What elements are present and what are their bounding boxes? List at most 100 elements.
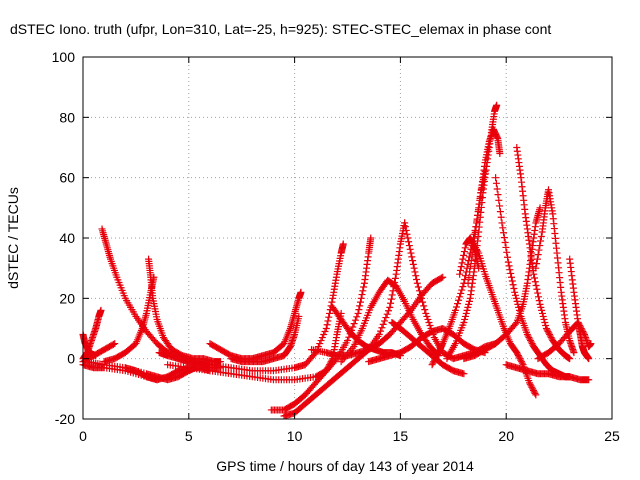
x-tick-label: 15	[393, 428, 409, 444]
data-point	[533, 255, 541, 263]
data-point	[587, 340, 595, 348]
data-point	[472, 223, 480, 231]
data-point	[574, 318, 582, 326]
data-point	[542, 325, 550, 332]
x-tick-label: 25	[604, 428, 620, 444]
data-point	[494, 191, 502, 199]
data-point	[527, 382, 535, 390]
data-point	[320, 331, 328, 339]
data-point	[575, 320, 583, 328]
data-point	[510, 285, 518, 293]
data-point	[459, 283, 467, 291]
data-point	[501, 239, 509, 247]
data-point	[503, 248, 511, 256]
data-point	[513, 297, 521, 305]
data-point	[511, 291, 519, 299]
data-point	[493, 185, 501, 193]
data-point	[456, 266, 464, 274]
data-point	[466, 262, 474, 270]
series-arc05	[98, 225, 214, 369]
data-point	[356, 298, 364, 306]
data-point	[377, 327, 385, 335]
data-point	[541, 318, 549, 326]
data-point	[423, 312, 431, 320]
data-point	[492, 174, 500, 182]
y-tick-label: 20	[59, 290, 75, 306]
data-point	[417, 291, 425, 299]
data-point	[474, 206, 482, 214]
data-point	[577, 325, 585, 332]
data-point	[413, 279, 421, 287]
data-point	[579, 328, 587, 336]
series-arc12	[227, 312, 303, 366]
data-point	[527, 337, 535, 345]
data-point	[542, 321, 550, 329]
data-point	[402, 226, 410, 234]
data-point	[543, 326, 551, 334]
data-point	[431, 356, 439, 364]
data-point	[405, 242, 413, 250]
x-tick-label: 10	[287, 428, 303, 444]
data-point	[533, 260, 541, 268]
data-point	[511, 320, 519, 328]
data-point	[461, 315, 469, 323]
chart-title: dSTEC Iono. truth (ufpr, Lon=310, Lat=-2…	[10, 21, 551, 37]
x-tick-label: 0	[79, 428, 87, 444]
data-point	[475, 200, 483, 208]
data-point	[322, 325, 330, 332]
data-point	[540, 315, 548, 323]
data-point	[295, 312, 303, 320]
data-point	[419, 298, 427, 306]
data-point	[528, 383, 536, 391]
data-point	[401, 219, 409, 227]
data-point	[475, 264, 483, 272]
data-point	[458, 259, 466, 267]
data-point	[407, 249, 415, 257]
data-point	[536, 300, 544, 308]
data-point	[585, 355, 593, 363]
data-point	[458, 286, 466, 294]
data-point	[405, 238, 413, 246]
data-point	[546, 331, 554, 339]
data-point	[454, 300, 462, 308]
data-point	[500, 229, 508, 237]
data-point	[428, 361, 436, 369]
data-point	[471, 228, 479, 236]
series-arc34	[456, 234, 483, 278]
data-point	[531, 278, 539, 286]
data-point	[570, 349, 578, 357]
data-point	[323, 321, 331, 329]
data-point	[505, 262, 513, 270]
data-point	[425, 318, 433, 326]
data-point	[500, 234, 508, 242]
data-point	[578, 326, 586, 334]
y-tick-label: 100	[52, 49, 76, 65]
data-point	[539, 312, 547, 320]
data-point	[414, 283, 422, 291]
data-point	[418, 294, 426, 302]
data-point	[493, 101, 501, 109]
data-point	[344, 337, 351, 345]
data-point	[535, 297, 543, 305]
y-tick-label: -20	[55, 411, 75, 427]
data-point	[353, 313, 361, 321]
data-point	[547, 334, 555, 342]
data-point	[109, 340, 117, 348]
series-arc29	[513, 144, 574, 363]
data-point	[537, 303, 545, 311]
data-point	[328, 298, 336, 306]
data-point	[517, 356, 525, 364]
data-point	[409, 257, 417, 265]
data-point	[433, 352, 441, 360]
data-point	[389, 287, 397, 295]
y-tick-label: 80	[59, 109, 75, 125]
data-point	[534, 251, 542, 259]
series-arc28	[460, 204, 544, 363]
data-point	[504, 253, 512, 261]
data-point	[474, 211, 482, 219]
data-point	[317, 337, 325, 345]
data-point	[391, 274, 399, 282]
data-point	[386, 303, 394, 311]
data-point	[534, 289, 542, 297]
data-point	[357, 294, 365, 302]
